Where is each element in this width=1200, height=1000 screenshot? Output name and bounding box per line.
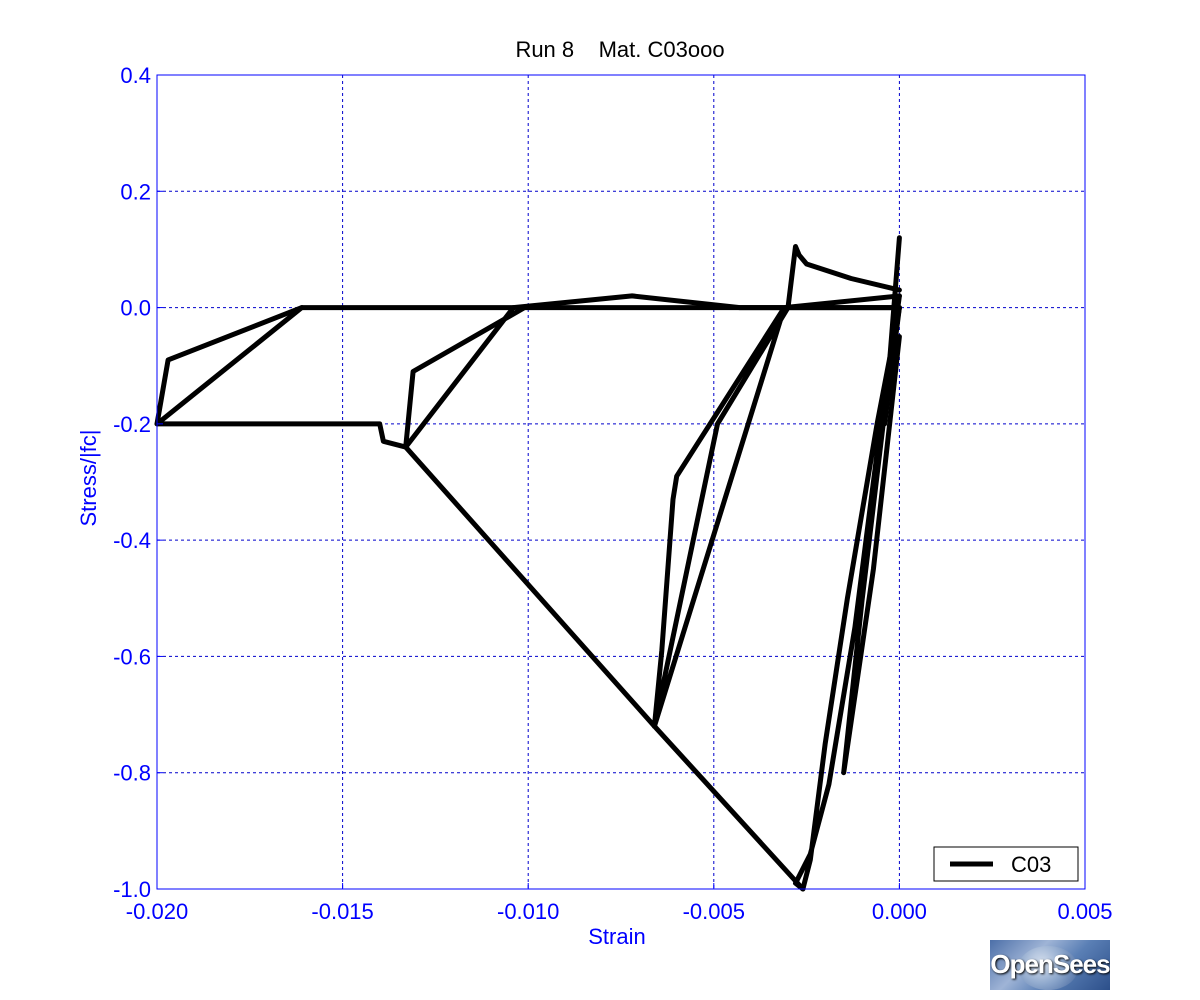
- x-tick-label: -0.015: [311, 899, 373, 924]
- plot-frame: [156, 74, 1086, 890]
- y-tick-label: -0.8: [113, 761, 151, 786]
- plot-series: [154, 235, 902, 892]
- opensees-logo: OpenSees: [990, 940, 1110, 990]
- legend-label-c03: C03: [1011, 852, 1051, 877]
- y-tick-label: -0.2: [113, 412, 151, 437]
- y-tick-labels: 0.4 0.2 0.0 -0.2 -0.4 -0.6 -0.8 -1.0: [113, 63, 163, 902]
- series-line-c03: [403, 244, 902, 729]
- y-tick-label: -1.0: [113, 877, 151, 902]
- y-tick-label: 0.2: [120, 179, 151, 204]
- x-tick-label: -0.020: [126, 899, 188, 924]
- series-line-c03: [651, 723, 806, 892]
- series-line-c03: [882, 235, 902, 427]
- x-tick-labels: -0.020 -0.015 -0.010 -0.005 0.000 0.005: [126, 883, 1113, 924]
- x-tick-label: 0.005: [1057, 899, 1112, 924]
- y-tick-label: 0.4: [120, 63, 151, 88]
- x-tick-label: -0.005: [683, 899, 745, 924]
- series-line-c03: [403, 305, 902, 450]
- y-tick-label: -0.6: [113, 644, 151, 669]
- y-axis-label: Stress/|fc|: [76, 429, 101, 526]
- y-tick-label: -0.4: [113, 528, 151, 553]
- series-line-c03: [154, 305, 516, 450]
- x-axis-label: Strain: [588, 924, 645, 949]
- series-line-c03: [154, 305, 305, 427]
- chart-title: Run 8 Mat. C03ooo: [515, 37, 724, 62]
- x-tick-label: 0.000: [872, 899, 927, 924]
- y-tick-label: 0.0: [120, 296, 151, 321]
- legend: C03: [933, 846, 1079, 882]
- x-tick-label: -0.010: [497, 899, 559, 924]
- logo-text: OpenSees: [990, 949, 1110, 979]
